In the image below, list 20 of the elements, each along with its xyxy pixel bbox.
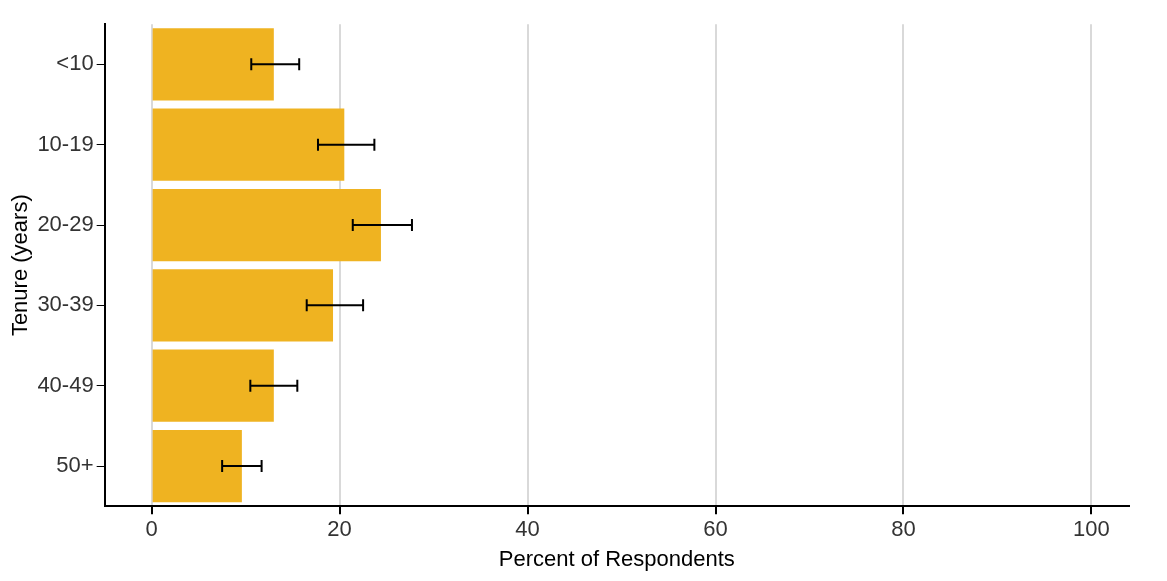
bar <box>152 28 274 101</box>
x-tick-label: 100 <box>1073 516 1110 542</box>
bar <box>152 349 274 422</box>
x-tick-label: 0 <box>145 516 158 542</box>
y-axis-title: Tenure (years) <box>7 194 33 337</box>
x-tick-label: 20 <box>327 516 352 542</box>
x-tick-label: 80 <box>891 516 916 542</box>
y-tick-label: 40-49 <box>37 371 94 397</box>
x-tick-label: 60 <box>703 516 728 542</box>
y-tick-label: 20-29 <box>37 211 94 237</box>
x-tick-label: 40 <box>515 516 540 542</box>
y-tick-label: 50+ <box>56 452 94 478</box>
y-tick-label: <10 <box>56 50 94 76</box>
bar <box>152 188 381 262</box>
bar <box>152 429 242 503</box>
bar <box>152 108 345 181</box>
x-axis-title: Percent of Respondents <box>498 545 735 571</box>
y-tick-label: 30-39 <box>37 291 94 317</box>
bar <box>152 269 334 342</box>
y-tick-label: 10-19 <box>37 130 94 156</box>
